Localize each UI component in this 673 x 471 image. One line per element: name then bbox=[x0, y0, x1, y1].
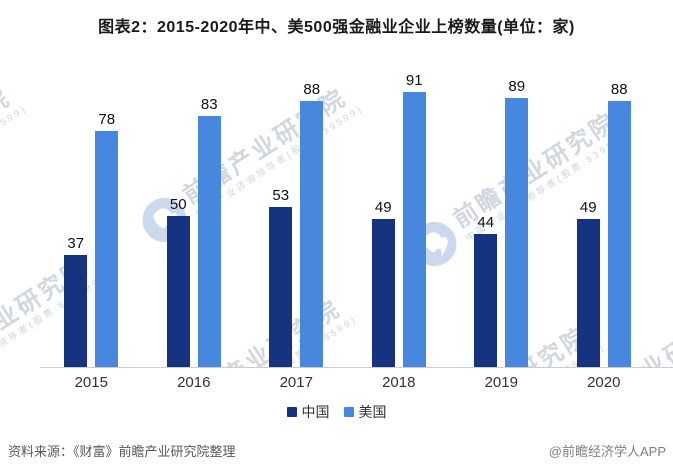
legend-item-美国: 美国 bbox=[343, 402, 387, 422]
bar-col: 83 bbox=[197, 67, 221, 367]
bar-美国-2019 bbox=[505, 98, 529, 367]
watermark-tagline-text: 中国产业咨询领导者(股票:839599) bbox=[0, 102, 29, 219]
bar-group-2017: 53 88 bbox=[245, 67, 348, 367]
bar-value-label: 53 bbox=[272, 187, 290, 204]
source-text: 资料来源：《财富》前瞻产业研究院整理 bbox=[8, 444, 236, 459]
legend-item-中国: 中国 bbox=[286, 402, 330, 422]
bar-value-label: 91 bbox=[405, 72, 423, 89]
bar-value-label: 89 bbox=[508, 78, 526, 95]
credit-text: @前瞻经济学人APP bbox=[548, 444, 666, 459]
bar-value-label: 83 bbox=[200, 96, 218, 113]
plot-area: 前瞻产业研究院 中国产业咨询领导者(股票:839599) 前瞻产业研究院 中国产业咨询… bbox=[0, 50, 673, 368]
bar-value-label: 49 bbox=[579, 199, 597, 216]
bar-美国-2020 bbox=[607, 101, 631, 367]
footer: 资料来源：《财富》前瞻产业研究院整理 @前瞻经济学人APP bbox=[8, 441, 666, 460]
legend-label: 美国 bbox=[358, 404, 387, 420]
bar-group-2020: 49 88 bbox=[553, 67, 656, 367]
x-axis-label: 2019 bbox=[484, 374, 518, 391]
bar-value-label: 44 bbox=[477, 214, 495, 231]
bar-col: 37 bbox=[64, 67, 88, 367]
bar-series-area: 37 78 50 83 53 88 49 91 44 89 49 88 bbox=[40, 67, 655, 367]
legend-swatch bbox=[286, 407, 297, 417]
bar-美国-2016 bbox=[197, 116, 221, 367]
bar-value-label: 50 bbox=[169, 196, 187, 213]
watermark: 前瞻产业研究院中国产业咨询领导者(股票:839599) bbox=[0, 78, 31, 251]
bar-美国-2018 bbox=[402, 92, 426, 367]
bar-group-2015: 37 78 bbox=[40, 67, 143, 367]
bar-col: 53 bbox=[269, 67, 293, 367]
x-axis-label: 2020 bbox=[587, 374, 621, 391]
x-axis-label: 2018 bbox=[382, 374, 416, 391]
x-axis-label: 2015 bbox=[74, 374, 108, 391]
bar-value-label: 88 bbox=[303, 81, 321, 98]
bar-美国-2015 bbox=[95, 131, 119, 367]
watermark-brand-text: 前瞻产业研究院 bbox=[0, 84, 17, 210]
bar-中国-2019 bbox=[474, 234, 498, 367]
bar-group-2016: 50 83 bbox=[143, 67, 246, 367]
bar-group-2019: 44 89 bbox=[450, 67, 553, 367]
bar-中国-2020 bbox=[576, 219, 600, 367]
chart-title: 图表2：2015-2020年中、美500强金融业企业上榜数量(单位：家) bbox=[98, 19, 575, 36]
x-axis-label: 2016 bbox=[177, 374, 211, 391]
bar-col: 78 bbox=[95, 67, 119, 367]
bar-value-label: 78 bbox=[98, 111, 116, 128]
legend: 中国 美国 bbox=[0, 402, 673, 422]
bar-中国-2017 bbox=[269, 207, 293, 367]
bar-col: 50 bbox=[166, 67, 190, 367]
bar-col: 88 bbox=[607, 67, 631, 367]
bar-value-label: 37 bbox=[67, 235, 85, 252]
bar-col: 91 bbox=[402, 67, 426, 367]
x-axis-line bbox=[40, 367, 673, 368]
bar-中国-2015 bbox=[64, 255, 88, 367]
bar-col: 44 bbox=[474, 67, 498, 367]
bar-group-2018: 49 91 bbox=[348, 67, 451, 367]
bar-col: 49 bbox=[576, 67, 600, 367]
legend-swatch bbox=[343, 407, 354, 417]
bar-col: 89 bbox=[505, 67, 529, 367]
legend-label: 中国 bbox=[301, 404, 330, 420]
bar-美国-2017 bbox=[300, 101, 324, 367]
bar-col: 49 bbox=[371, 67, 395, 367]
bar-value-label: 88 bbox=[610, 81, 628, 98]
bar-col: 88 bbox=[300, 67, 324, 367]
bar-中国-2018 bbox=[371, 219, 395, 367]
x-axis-labels: 2015 2016 2017 2018 2019 2020 bbox=[40, 374, 655, 391]
bar-value-label: 49 bbox=[374, 199, 392, 216]
x-axis-label: 2017 bbox=[279, 374, 313, 391]
bar-中国-2016 bbox=[166, 216, 190, 367]
